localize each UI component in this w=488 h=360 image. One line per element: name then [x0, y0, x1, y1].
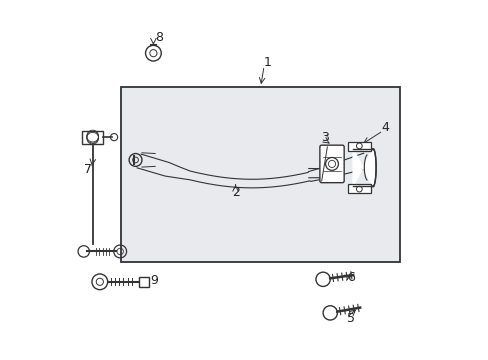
- Text: 7: 7: [84, 163, 92, 176]
- Text: 9: 9: [150, 274, 158, 287]
- FancyBboxPatch shape: [319, 145, 344, 183]
- Bar: [347, 141, 370, 150]
- Text: 5: 5: [346, 312, 354, 325]
- Bar: [121, 87, 399, 262]
- Text: 8: 8: [155, 31, 163, 44]
- Bar: [139, 277, 149, 287]
- Bar: [82, 131, 103, 144]
- Text: 3: 3: [320, 131, 328, 144]
- Polygon shape: [352, 149, 375, 186]
- Text: 6: 6: [346, 271, 354, 284]
- Bar: [347, 184, 370, 193]
- Text: 1: 1: [263, 55, 271, 69]
- Text: 2: 2: [231, 186, 239, 199]
- Text: 4: 4: [381, 121, 389, 134]
